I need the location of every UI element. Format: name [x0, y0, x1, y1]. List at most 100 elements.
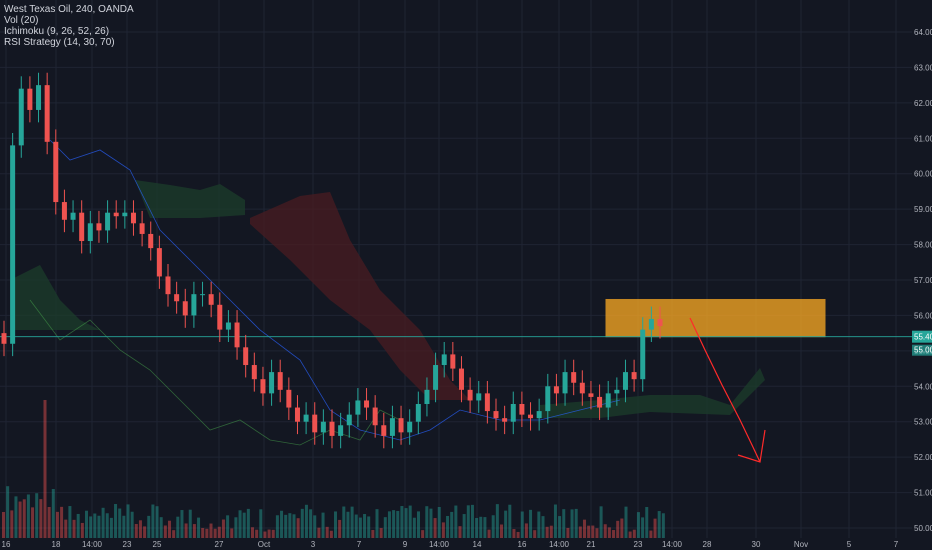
candle: [18, 76, 24, 158]
volume-bar: [230, 528, 234, 538]
candle: [208, 281, 214, 318]
volume-bar: [168, 520, 171, 538]
volume-bar: [80, 522, 84, 538]
volume-bar: [238, 510, 242, 538]
volume-bar: [661, 513, 665, 538]
volume-bar: [516, 531, 520, 538]
candle: [27, 76, 33, 123]
candle-body: [303, 414, 309, 422]
volume-bar: [72, 519, 76, 538]
volume-bar: [508, 504, 512, 538]
x-tick-label: 14:00: [82, 540, 103, 549]
candle-body: [545, 386, 551, 412]
legend-ichimoku[interactable]: Ichimoku (9, 26, 52, 26): [4, 26, 110, 37]
candle-body: [389, 418, 395, 436]
candle: [96, 210, 102, 243]
volume-bar: [114, 504, 118, 538]
candle: [553, 373, 559, 406]
candle-body: [61, 202, 67, 220]
candle-body: [346, 414, 352, 426]
candle: [53, 129, 59, 215]
candle-body: [70, 212, 76, 220]
ichimoku-cloud-bullish-3: [540, 368, 765, 418]
candle: [269, 359, 275, 406]
volume-bar: [520, 511, 524, 538]
candle: [174, 281, 180, 314]
volume-bar: [450, 511, 454, 538]
candle-body: [217, 304, 223, 330]
volume-bar: [367, 516, 371, 538]
volume-bar: [446, 515, 450, 538]
volume-bar: [429, 508, 433, 538]
candle: [571, 359, 577, 396]
candle: [510, 391, 516, 435]
volume-bar: [595, 528, 599, 538]
volume-bar: [549, 525, 553, 538]
y-tick-label: 51.000: [914, 489, 932, 498]
volume-bar: [313, 515, 317, 538]
volume-bar: [205, 528, 209, 538]
y-tick-label: 56.000: [914, 311, 932, 320]
x-tick-label: 3: [311, 540, 316, 549]
x-tick-label: 30: [752, 540, 761, 549]
candle-body: [165, 276, 171, 295]
volume-bar: [400, 506, 404, 538]
current-price-sub-box: [912, 344, 932, 356]
volume-bar: [541, 516, 545, 538]
candle: [605, 380, 611, 420]
candle: [139, 210, 145, 247]
y-tick-label: 62.000: [914, 99, 932, 108]
volume-bar: [487, 529, 491, 538]
ichimoku-cloud-bearish: [250, 192, 470, 400]
volume-bar: [159, 517, 163, 538]
candle: [165, 264, 171, 307]
candle-body: [571, 372, 577, 383]
volume-bar: [296, 518, 300, 538]
volume-bar: [417, 511, 420, 538]
candle: [519, 391, 525, 428]
y-tick-label: 53.000: [914, 418, 932, 427]
candle: [640, 317, 646, 392]
legend-rsi[interactable]: RSI Strategy (14, 30, 70): [4, 37, 115, 48]
volume-bar: [533, 530, 537, 538]
x-tick-label: 21: [587, 540, 596, 549]
volume-bar: [18, 501, 22, 538]
volume-bar: [2, 512, 5, 538]
candle: [87, 210, 93, 254]
candle-body: [605, 393, 611, 408]
candle: [433, 352, 439, 403]
volume-bar: [479, 516, 483, 538]
legend-symbol[interactable]: West Texas Oil, 240, OANDA: [4, 4, 134, 15]
volume-bar: [500, 524, 503, 538]
volume-bar: [267, 529, 271, 538]
volume-bar: [495, 504, 499, 538]
candles: [1, 72, 663, 449]
legend-volume[interactable]: Vol (20): [4, 15, 39, 26]
x-tick-label: 25: [153, 540, 162, 549]
volume-bar: [491, 515, 495, 538]
candle: [588, 380, 594, 410]
candle-body: [234, 322, 240, 348]
candle: [338, 412, 344, 449]
volume-bar: [105, 513, 109, 538]
candle: [648, 306, 654, 342]
candle: [415, 391, 421, 435]
volume-bar: [603, 524, 607, 538]
volume-bar: [76, 513, 80, 538]
x-tick-label: 14:00: [429, 540, 450, 549]
volume-bar: [55, 511, 59, 538]
candle: [105, 200, 111, 243]
candle: [70, 200, 76, 233]
chart-legend: West Texas Oil, 240, OANDA Vol (20) Ichi…: [4, 4, 134, 48]
volume-bar: [408, 505, 412, 538]
volume-bar: [334, 511, 337, 538]
x-tick-label: 14:00: [549, 540, 570, 549]
volume-bar: [620, 518, 624, 538]
volume-bar: [578, 526, 582, 538]
x-tick-label: Oct: [258, 540, 271, 549]
x-tick-label: 7: [357, 540, 362, 549]
volume-bar: [280, 510, 284, 538]
volume-bar: [570, 509, 574, 538]
